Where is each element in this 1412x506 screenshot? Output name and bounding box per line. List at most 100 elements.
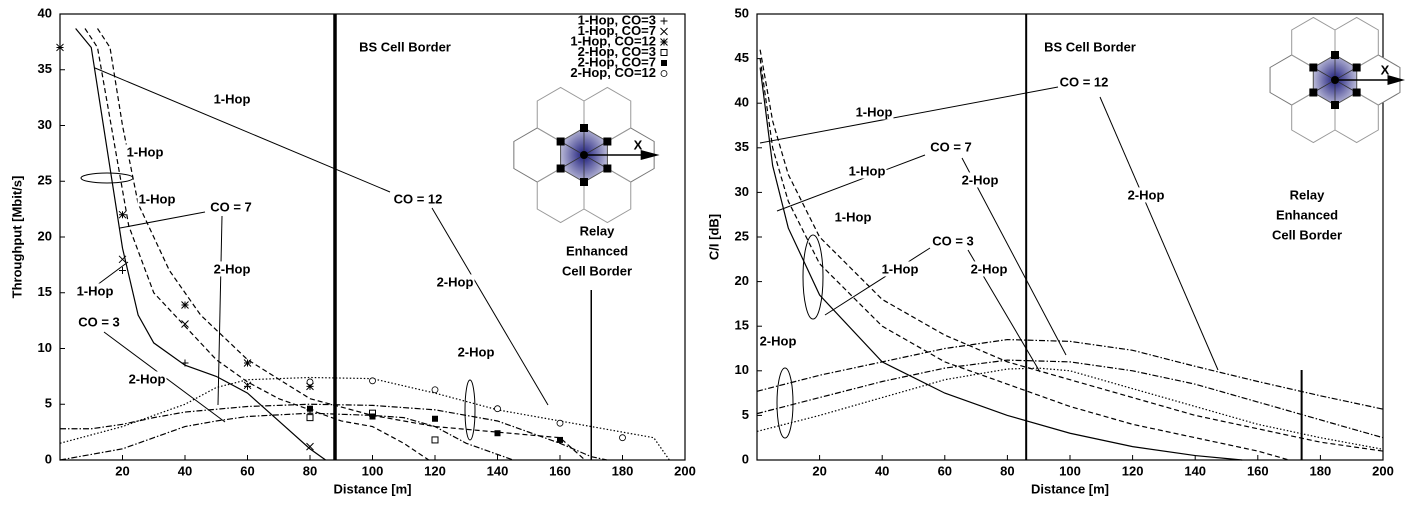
marker-square-filled <box>369 413 376 420</box>
annotation: CO = 3 <box>78 314 120 329</box>
curve <box>75 28 326 461</box>
y-tick-label: 0 <box>45 451 52 466</box>
marker-square-filled <box>557 436 563 443</box>
y-tick-label: 25 <box>38 173 52 188</box>
x-tick-label: 200 <box>1372 463 1394 478</box>
y-tick-label: 50 <box>735 5 749 20</box>
y-tick-label: 10 <box>735 362 749 377</box>
annotation: CO = 7 <box>210 199 252 214</box>
marker-asterisk <box>181 301 189 309</box>
x-tick-label: 40 <box>178 463 192 478</box>
annotation: 1-Hop <box>856 104 893 119</box>
annotation: 1-Hop <box>214 91 251 106</box>
x-tick-label: 160 <box>549 463 571 478</box>
annotation-bg <box>969 261 1009 277</box>
annotation-bg <box>212 91 252 107</box>
annotation: 1-Hop <box>127 144 164 159</box>
annotation-bg <box>854 104 894 120</box>
border-label: Enhanced <box>566 243 628 258</box>
y-tick-label: 45 <box>735 50 749 65</box>
annotation: 1-Hop <box>77 283 114 298</box>
arrow-head <box>1387 75 1405 85</box>
marker-circle <box>556 419 564 427</box>
marker-asterisk <box>306 382 314 391</box>
annotation-bg <box>209 199 253 215</box>
relay-node <box>1309 63 1318 72</box>
legend-label: 2-Hop, CO=12 <box>570 65 656 80</box>
legend-label: 1-Hop, CO=7 <box>578 23 656 38</box>
relay-node <box>1331 51 1339 59</box>
annotation: 2-Hop <box>129 371 166 386</box>
x-tick-label: 200 <box>674 463 696 478</box>
x-tick-label: 140 <box>487 463 509 478</box>
marker-square <box>306 414 314 422</box>
marker-plus <box>119 266 126 274</box>
icon-label: X <box>634 137 643 152</box>
curve <box>84 28 430 461</box>
leader-line <box>961 157 1067 356</box>
border-label: Enhanced <box>1276 207 1338 222</box>
annotation-bg <box>1126 187 1166 203</box>
annotation-bg <box>212 261 252 277</box>
curve <box>59 412 514 461</box>
relay-node <box>556 137 565 146</box>
annotation-bg <box>435 274 475 290</box>
marker-square <box>431 436 439 444</box>
marker-circle <box>494 405 501 413</box>
annotation-bg <box>758 333 798 349</box>
annotation-bg <box>137 191 177 207</box>
curve <box>759 49 1384 452</box>
hex-cell <box>513 127 562 183</box>
relay-node <box>1331 101 1339 109</box>
annotation: 2-Hop <box>1128 187 1165 202</box>
marker-circle <box>369 377 376 385</box>
leader-line <box>759 86 1059 144</box>
annotation-bg <box>392 191 444 207</box>
annotation-bg <box>77 314 121 330</box>
marker-asterisk <box>118 210 127 219</box>
annotation: CO = 12 <box>394 191 443 206</box>
x-axis-label: Distance [m] <box>333 481 411 496</box>
hex-cell <box>1269 54 1314 106</box>
y-tick-label: 5 <box>742 407 749 422</box>
relay-node <box>1352 88 1361 97</box>
marker-circle <box>431 386 439 394</box>
leader-line <box>217 215 223 406</box>
annotation-bg <box>1058 74 1110 90</box>
annotation-bg <box>847 163 887 179</box>
leader-line <box>119 211 206 229</box>
curve <box>759 58 1290 461</box>
x-axis-label: Distance [m] <box>1031 481 1109 496</box>
marker-asterisk <box>56 43 64 52</box>
border-label: Relay <box>1290 187 1325 202</box>
marker-plus <box>181 359 189 367</box>
marker-cross <box>181 320 189 328</box>
leader-line <box>824 247 931 316</box>
leader-line <box>776 154 926 212</box>
border-label: BS Cell Border <box>359 39 451 54</box>
relay-node <box>1309 88 1318 97</box>
relay-node <box>580 124 588 132</box>
annotation: 1-Hop <box>882 261 919 276</box>
marker-cross <box>118 255 127 264</box>
y-tick-label: 30 <box>38 117 52 132</box>
border-label: Cell Border <box>1272 227 1342 242</box>
x-tick-label: 140 <box>1184 463 1206 478</box>
annotation: CO = 12 <box>1060 74 1109 89</box>
marker-square <box>660 49 668 56</box>
annotation: 2-Hop <box>437 274 474 289</box>
annotation: 2-Hop <box>760 333 797 348</box>
x-tick-label: 60 <box>938 463 952 478</box>
y-tick-label: 0 <box>742 451 749 466</box>
curve <box>756 367 1384 450</box>
border-label: Relay <box>580 223 615 238</box>
leader-line <box>431 207 549 406</box>
curve <box>756 359 1384 439</box>
annotation-bg <box>931 233 975 249</box>
annotation-bg <box>127 371 167 387</box>
y-tick-label: 40 <box>38 5 52 20</box>
relay-node <box>1352 63 1361 72</box>
annotation: 2-Hop <box>962 172 999 187</box>
arrow-head <box>640 150 660 160</box>
